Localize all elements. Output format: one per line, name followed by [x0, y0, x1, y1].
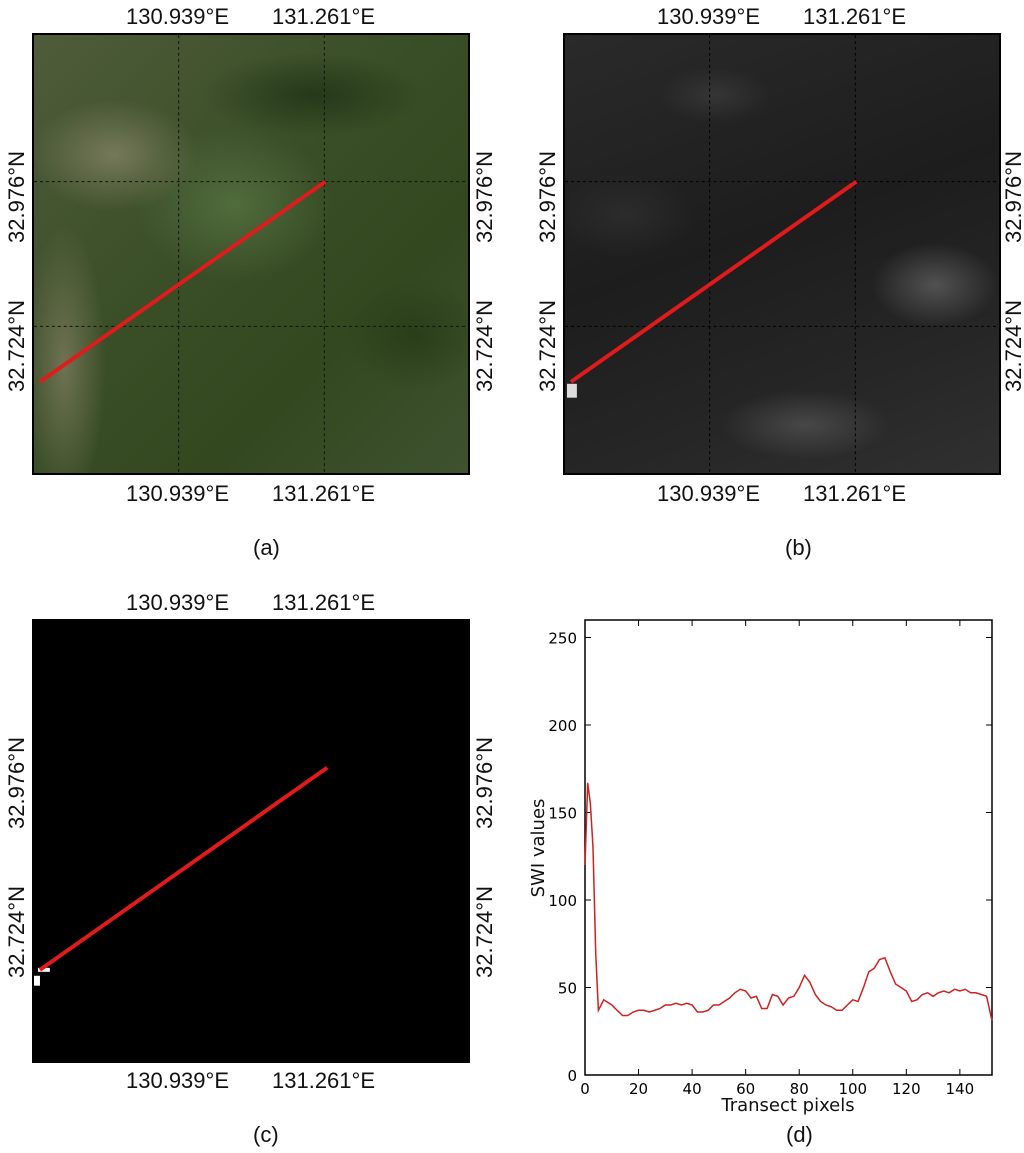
panel-a-left-lat-tick-2: 32.724°N: [4, 300, 29, 392]
x-tick-label: 40: [683, 1080, 702, 1098]
panel-b-bottom-lon-tick-1: 130.939°E: [657, 481, 760, 506]
panel-c-left-lat-tick-2: 32.724°N: [4, 886, 29, 978]
swi-transect-chart: 0 50 100 150 200 250 0 20 40 60 80 100 120 140 Trans…: [528, 619, 993, 1116]
panel-c-bottom-lon-tick-2: 131.261°E: [272, 1068, 375, 1093]
panel-b-swi-image: [563, 33, 1001, 475]
caption-c: (c): [253, 1122, 279, 1147]
panel-b-bright-spot: [566, 383, 577, 398]
panel-b-bottom-lon-tick-2: 131.261°E: [803, 481, 906, 506]
panel-b-right-lat-tick-2: 32.724°N: [1001, 300, 1024, 392]
swi-series-line: [584, 782, 993, 1021]
panel-a-top-lon-tick-2: 131.261°E: [272, 4, 375, 29]
panel-a-bottom-lon-tick-2: 131.261°E: [272, 481, 375, 506]
y-tick-label: 50: [558, 980, 577, 998]
panel-c-left-lat-tick-1: 32.976°N: [4, 737, 29, 829]
x-tick-label: 80: [790, 1080, 809, 1098]
panel-b-top-lon-tick-2: 131.261°E: [803, 4, 906, 29]
panel-a-left-lat-tick-1: 32.976°N: [4, 151, 29, 243]
panel-a-top-lon-tick-1: 130.939°E: [126, 4, 229, 29]
panel-a-right-lat-tick-2: 32.724°N: [472, 300, 497, 392]
panel-a-right-lat-tick-1: 32.976°N: [472, 151, 497, 243]
y-tick-label: 100: [548, 892, 577, 910]
x-tick-label: 20: [629, 1080, 648, 1098]
panel-b-top-lon-tick-1: 130.939°E: [657, 4, 760, 29]
x-tick-label: 120: [892, 1080, 921, 1098]
x-tick-label: 60: [736, 1080, 755, 1098]
panel-b-left-lat-tick-1: 32.976°N: [535, 151, 560, 243]
caption-b: (b): [785, 535, 812, 560]
panel-c-right-lat-tick-2: 32.724°N: [472, 886, 497, 978]
panel-c-transect-line: [38, 766, 329, 972]
y-tick-label: 150: [548, 805, 577, 823]
panel-c-top-lon-tick-2: 131.261°E: [272, 590, 375, 615]
y-tick-label: 200: [548, 717, 577, 735]
panel-c-threshold-image: [32, 619, 470, 1063]
panel-c-white-pixels-1: [37, 967, 50, 972]
y-tick-label: 250: [548, 630, 577, 648]
caption-a: (a): [253, 535, 280, 560]
panel-c-right-lat-tick-1: 32.976°N: [472, 737, 497, 829]
panel-b-transect-line: [569, 180, 858, 384]
panel-c-white-pixels-2: [34, 975, 40, 986]
chart-plot-frame: [584, 619, 993, 1076]
x-tick-label: 140: [946, 1080, 975, 1098]
panel-b-right-lat-tick-1: 32.976°N: [1001, 151, 1024, 243]
panel-a-transect-line: [38, 180, 327, 384]
panel-c-top-lon-tick-1: 130.939°E: [126, 590, 229, 615]
panel-c-bottom-lon-tick-1: 130.939°E: [126, 1068, 229, 1093]
caption-d: (d): [786, 1122, 813, 1147]
panel-a-bottom-lon-tick-1: 130.939°E: [126, 481, 229, 506]
x-tick-label: 100: [838, 1080, 867, 1098]
panel-a-satellite-image: [32, 33, 470, 475]
y-tick-label: 0: [567, 1067, 577, 1085]
y-axis-label: SWI values: [528, 799, 549, 898]
x-axis-label: Transect pixels: [720, 1095, 854, 1116]
x-tick-label: 0: [580, 1080, 590, 1098]
panel-b-left-lat-tick-2: 32.724°N: [535, 300, 560, 392]
